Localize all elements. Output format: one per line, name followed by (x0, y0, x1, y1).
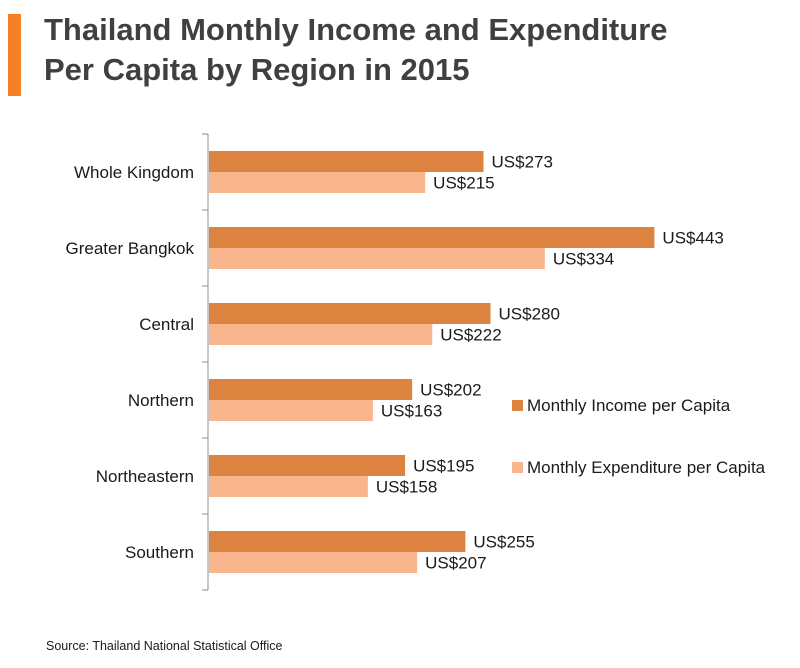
data-label-monthly-expenditure-per-capita-central: US$222 (440, 326, 501, 345)
legend-swatch-monthly-income-per-capita (512, 400, 523, 411)
data-label-monthly-income-per-capita-greater-bangkok: US$443 (662, 229, 723, 248)
chart-title: Thailand Monthly Income and Expenditure … (44, 10, 784, 90)
category-label-central: Central (139, 315, 194, 334)
title-accent-bar (8, 14, 21, 96)
bar-monthly-income-per-capita-northeastern (209, 455, 406, 476)
bar-monthly-expenditure-per-capita-northern (209, 400, 373, 421)
bar-monthly-expenditure-per-capita-southern (209, 552, 418, 573)
legend-label-monthly-expenditure-per-capita: Monthly Expenditure per Capita (527, 458, 766, 477)
data-label-monthly-expenditure-per-capita-northeastern: US$158 (376, 478, 437, 497)
bar-monthly-expenditure-per-capita-whole-kingdom (209, 172, 426, 193)
bar-monthly-income-per-capita-southern (209, 531, 466, 552)
data-label-monthly-expenditure-per-capita-whole-kingdom: US$215 (433, 174, 494, 193)
bar-monthly-expenditure-per-capita-northeastern (209, 476, 368, 497)
data-label-monthly-income-per-capita-northeastern: US$195 (413, 457, 474, 476)
bar-monthly-expenditure-per-capita-greater-bangkok (209, 248, 545, 269)
category-label-northeastern: Northeastern (96, 467, 194, 486)
data-label-monthly-income-per-capita-southern: US$255 (473, 533, 534, 552)
legend-swatch-monthly-expenditure-per-capita (512, 462, 523, 473)
bar-monthly-income-per-capita-greater-bangkok (209, 227, 655, 248)
bar-monthly-income-per-capita-whole-kingdom (209, 151, 484, 172)
bar-monthly-expenditure-per-capita-central (209, 324, 433, 345)
bar-monthly-income-per-capita-northern (209, 379, 413, 400)
data-label-monthly-income-per-capita-central: US$280 (499, 305, 560, 324)
data-label-monthly-expenditure-per-capita-southern: US$207 (425, 554, 486, 573)
category-label-northern: Northern (128, 391, 194, 410)
category-label-southern: Southern (125, 543, 194, 562)
chart-title-line-1: Thailand Monthly Income and Expenditure (44, 12, 668, 47)
category-label-greater-bangkok: Greater Bangkok (65, 239, 194, 258)
category-label-whole-kingdom: Whole Kingdom (74, 163, 194, 182)
data-label-monthly-expenditure-per-capita-greater-bangkok: US$334 (553, 250, 614, 269)
data-label-monthly-income-per-capita-whole-kingdom: US$273 (492, 153, 553, 172)
chart-title-line-2: Per Capita by Region in 2015 (44, 52, 470, 87)
bar-monthly-income-per-capita-central (209, 303, 491, 324)
source-note: Source: Thailand National Statistical Of… (46, 639, 283, 653)
data-label-monthly-expenditure-per-capita-northern: US$163 (381, 402, 442, 421)
data-label-monthly-income-per-capita-northern: US$202 (420, 381, 481, 400)
legend-label-monthly-income-per-capita: Monthly Income per Capita (527, 396, 731, 415)
